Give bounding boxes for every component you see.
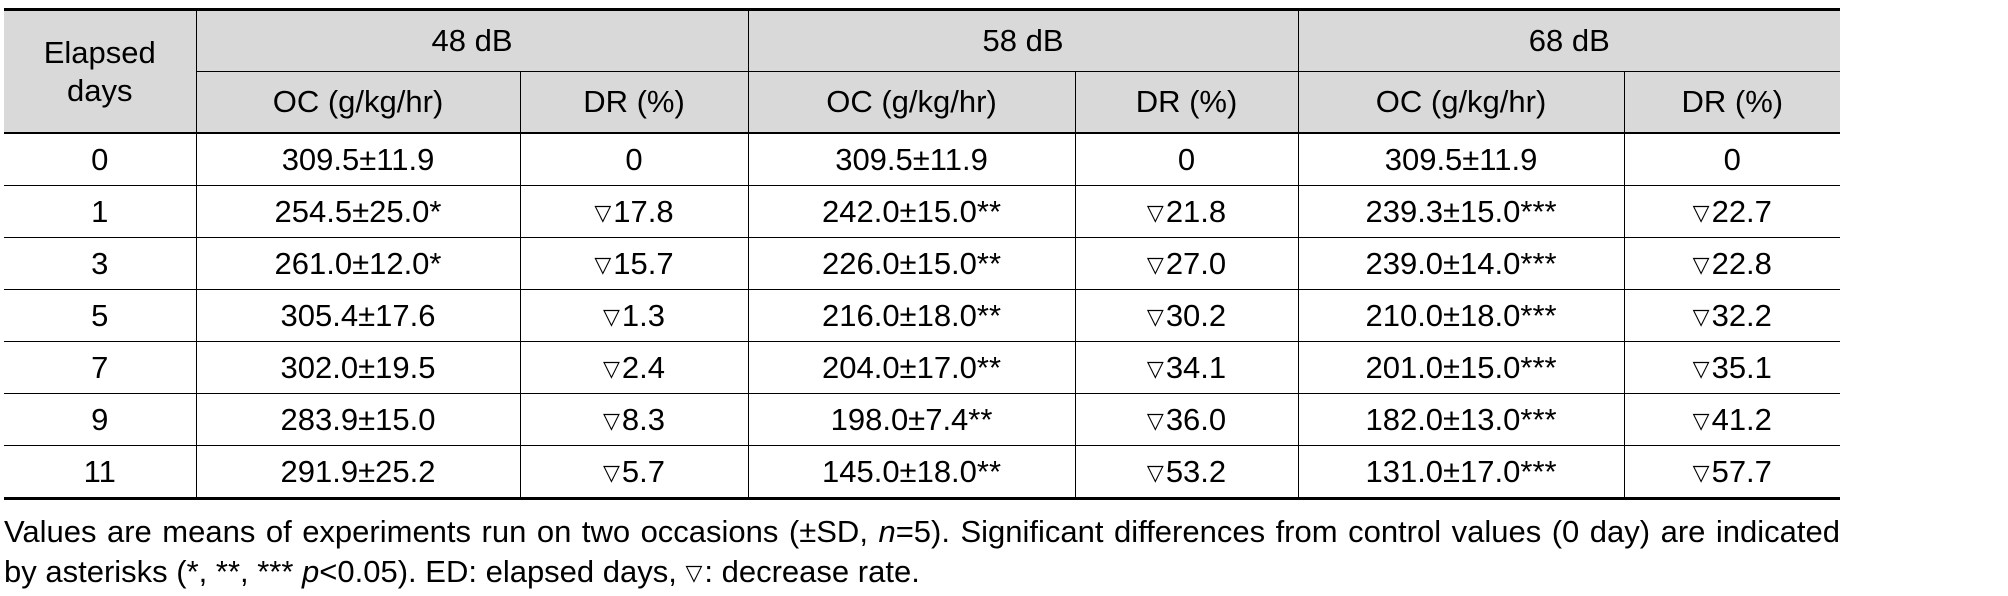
- header-oc-58: OC (g/kg/hr): [747, 71, 1076, 134]
- cell-oc-58: 216.0±18.0**: [747, 289, 1076, 342]
- cell-dr-48: ▽15.7: [519, 237, 749, 290]
- cell-dr-58: ▽21.8: [1074, 185, 1299, 238]
- data-table-wrapper: Elapsed days 48 dB 58 dB 68 dB OC (g/kg/…: [4, 8, 1841, 500]
- cell-dr-58: ▽53.2: [1074, 445, 1299, 500]
- cell-oc-58: 145.0±18.0**: [747, 445, 1076, 500]
- cell-dr-58: ▽34.1: [1074, 341, 1299, 394]
- cell-day: 3: [4, 237, 196, 290]
- table-row: 0 309.5±11.9 0 309.5±11.9 0 309.5±11.9 0: [4, 133, 1841, 186]
- decrease-icon: ▽: [602, 407, 620, 433]
- header-row-groups: Elapsed days 48 dB 58 dB 68 dB: [4, 8, 1841, 134]
- decrease-icon: ▽: [1692, 407, 1710, 433]
- decrease-icon: ▽: [594, 199, 612, 225]
- cell-oc-48: 261.0±12.0*: [195, 237, 520, 290]
- decrease-icon: ▽: [602, 459, 620, 485]
- cell-dr-68: ▽35.1: [1623, 341, 1841, 394]
- decrease-icon: ▽: [1146, 355, 1164, 381]
- cell-oc-58: 309.5±11.9: [747, 133, 1076, 186]
- cell-oc-68: 239.3±15.0***: [1297, 185, 1625, 238]
- cell-dr-48: ▽5.7: [519, 445, 749, 500]
- cell-dr-68: 0: [1623, 133, 1841, 186]
- cell-day: 9: [4, 393, 196, 446]
- header-elapsed-days: Elapsed days: [4, 8, 196, 134]
- data-table: Elapsed days 48 dB 58 dB 68 dB OC (g/kg/…: [4, 8, 1841, 500]
- table-row: 3 261.0±12.0* ▽15.7 226.0±15.0** ▽27.0 2…: [4, 237, 1841, 290]
- cell-dr-48: ▽1.3: [519, 289, 749, 342]
- table-row: 1 254.5±25.0* ▽17.8 242.0±15.0** ▽21.8 2…: [4, 185, 1841, 238]
- cell-dr-68: ▽57.7: [1623, 445, 1841, 500]
- cell-oc-68: 239.0±14.0***: [1297, 237, 1625, 290]
- decrease-icon: ▽: [1146, 407, 1164, 433]
- table-row: 9 283.9±15.0 ▽8.3 198.0±7.4** ▽36.0 182.…: [4, 393, 1841, 446]
- cell-day: 0: [91, 141, 109, 177]
- cell-oc-68: 309.5±11.9: [1297, 133, 1625, 186]
- header-group-48db: 48 dB: [195, 8, 749, 72]
- cell-dr-68: ▽22.8: [1623, 237, 1841, 290]
- decrease-icon: ▽: [1692, 355, 1710, 381]
- table-row: 5 305.4±17.6 ▽1.3 216.0±18.0** ▽30.2 210…: [4, 289, 1841, 342]
- header-dr-58: DR (%): [1074, 71, 1299, 134]
- cell-oc-58: 226.0±15.0**: [747, 237, 1076, 290]
- header-dr-48: DR (%): [519, 71, 749, 134]
- header-dr-68: DR (%): [1623, 71, 1841, 134]
- decrease-icon: ▽: [602, 355, 620, 381]
- cell-dr-48: 0: [519, 133, 749, 186]
- decrease-icon: ▽: [1692, 199, 1710, 225]
- cell-oc-48: 283.9±15.0: [195, 393, 520, 446]
- header-oc-48: OC (g/kg/hr): [195, 71, 520, 134]
- table-footnote: Values are means of experiments run on t…: [4, 514, 1840, 589]
- cell-oc-68: 182.0±13.0***: [1297, 393, 1625, 446]
- cell-dr-48: ▽17.8: [519, 185, 749, 238]
- cell-dr-58: ▽27.0: [1074, 237, 1299, 290]
- cell-oc-48: 309.5±11.9: [195, 133, 520, 186]
- cell-oc-68: 131.0±17.0***: [1297, 445, 1625, 500]
- cell-oc-58: 242.0±15.0**: [747, 185, 1076, 238]
- header-row-subcolumns: OC (g/kg/hr) DR (%) OC (g/kg/hr) DR (%) …: [4, 71, 1841, 134]
- decrease-icon: ▽: [1692, 251, 1710, 277]
- cell-oc-48: 302.0±19.5: [195, 341, 520, 394]
- decrease-icon: ▽: [1146, 199, 1164, 225]
- cell-dr-58: 0: [1074, 133, 1299, 186]
- cell-dr-68: ▽32.2: [1623, 289, 1841, 342]
- decrease-icon: ▽: [1146, 251, 1164, 277]
- decrease-icon: ▽: [1692, 459, 1710, 485]
- decrease-icon: ▽: [594, 251, 612, 277]
- table-body: 0 309.5±11.9 0 309.5±11.9 0 309.5±11.9 0…: [4, 133, 1841, 500]
- cell-oc-68: 210.0±18.0***: [1297, 289, 1625, 342]
- cell-day: 7: [4, 341, 196, 394]
- cell-oc-48: 305.4±17.6: [195, 289, 520, 342]
- cell-dr-68: ▽41.2: [1623, 393, 1841, 446]
- cell-oc-58: 204.0±17.0**: [747, 341, 1076, 394]
- decrease-icon: ▽: [1146, 459, 1164, 485]
- cell-oc-48: 291.9±25.2: [195, 445, 520, 500]
- decrease-icon: ▽: [685, 560, 703, 585]
- cell-day: 5: [4, 289, 196, 342]
- table-row: 11 291.9±25.2 ▽5.7 145.0±18.0** ▽53.2 13…: [4, 445, 1841, 500]
- cell-oc-48: 254.5±25.0*: [195, 185, 520, 238]
- decrease-icon: ▽: [602, 303, 620, 329]
- header-group-58db: 58 dB: [747, 8, 1299, 72]
- cell-dr-48: ▽2.4: [519, 341, 749, 394]
- header-oc-68: OC (g/kg/hr): [1297, 71, 1625, 134]
- cell-day: 11: [4, 445, 196, 500]
- decrease-icon: ▽: [1692, 303, 1710, 329]
- cell-day: 1: [4, 185, 196, 238]
- header-group-68db: 68 dB: [1297, 8, 1841, 72]
- cell-oc-58: 198.0±7.4**: [747, 393, 1076, 446]
- decrease-icon: ▽: [1146, 303, 1164, 329]
- cell-dr-48: ▽8.3: [519, 393, 749, 446]
- cell-dr-58: ▽30.2: [1074, 289, 1299, 342]
- cell-dr-58: ▽36.0: [1074, 393, 1299, 446]
- table-row: 7 302.0±19.5 ▽2.4 204.0±17.0** ▽34.1 201…: [4, 341, 1841, 394]
- cell-dr-68: ▽22.7: [1623, 185, 1841, 238]
- cell-oc-68: 201.0±15.0***: [1297, 341, 1625, 394]
